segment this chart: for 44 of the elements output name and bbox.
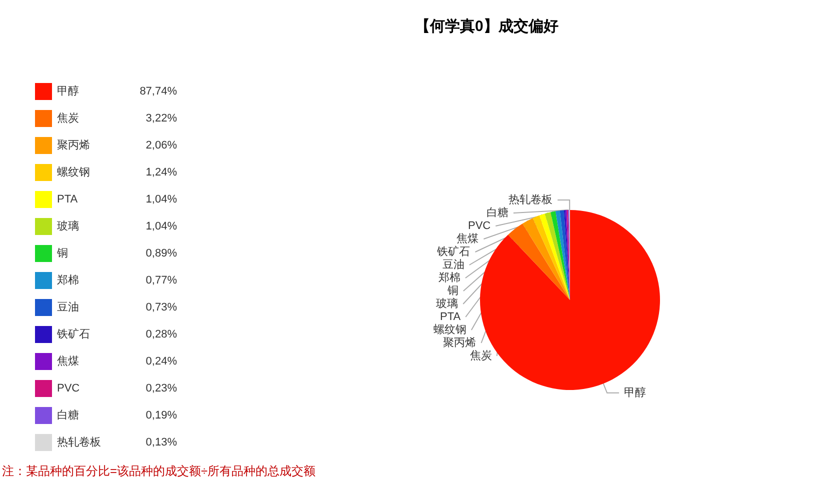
- data-label: 0,28%: [146, 328, 178, 340]
- data-label: 0,23%: [146, 382, 178, 394]
- legend-label: 螺纹钢: [57, 166, 90, 178]
- data-label: 2,06%: [146, 140, 178, 152]
- slice-label: 铜: [446, 285, 458, 297]
- chart-title: 【何学真0】成交偏好: [415, 17, 558, 35]
- text: 注：某品种的百分比=该品种的成交额÷所有品种的总成交额: [2, 464, 316, 478]
- slice-label: 铁矿石: [436, 245, 470, 258]
- slice-label: 焦炭: [470, 349, 492, 362]
- data-label: 0,89%: [146, 248, 178, 260]
- data-label: 0,24%: [146, 356, 178, 368]
- slice-label: PVC: [468, 220, 491, 232]
- legend-label: 铁矿石: [56, 328, 90, 340]
- legend-label: 聚丙烯: [57, 138, 90, 152]
- slice-label: 豆油: [442, 258, 464, 271]
- data-label: 1,04%: [146, 220, 178, 232]
- slice-label: 焦煤: [456, 233, 479, 245]
- legend-label: 白糖: [57, 408, 79, 422]
- slice-label: 甲醇: [624, 386, 646, 399]
- legend-label: 铜: [56, 248, 68, 260]
- data-label: 3,22%: [146, 112, 178, 124]
- legend-label: 甲醇: [57, 84, 79, 98]
- data-label: 0,73%: [146, 302, 178, 314]
- slice-label: 热轧卷板: [508, 194, 553, 206]
- slice-label: 玻璃: [436, 297, 458, 310]
- data-label: 0,77%: [146, 274, 178, 286]
- legend-label: PVC: [57, 382, 80, 394]
- legend-label: PTA: [57, 194, 78, 206]
- legend-label: 玻璃: [57, 220, 79, 232]
- legend-label: 焦煤: [57, 356, 79, 368]
- data-label: 0,13%: [146, 436, 178, 448]
- data-label: 1,24%: [146, 166, 178, 178]
- legend-label: 郑棉: [57, 274, 79, 286]
- data-label: 0,19%: [146, 410, 178, 422]
- data-label: 87,74%: [140, 86, 178, 98]
- slice-label: 白糖: [486, 206, 508, 219]
- legend-label: 热轧卷板: [57, 436, 101, 448]
- slice-label: 螺纹钢: [433, 323, 466, 336]
- slice-label: 聚丙烯: [443, 336, 476, 349]
- legend-label: 豆油: [57, 300, 79, 314]
- legend-label: 焦炭: [57, 112, 79, 124]
- data-label: 1,04%: [146, 194, 178, 206]
- slice-label: 郑棉: [438, 272, 460, 284]
- slice-label: PTA: [440, 311, 462, 323]
